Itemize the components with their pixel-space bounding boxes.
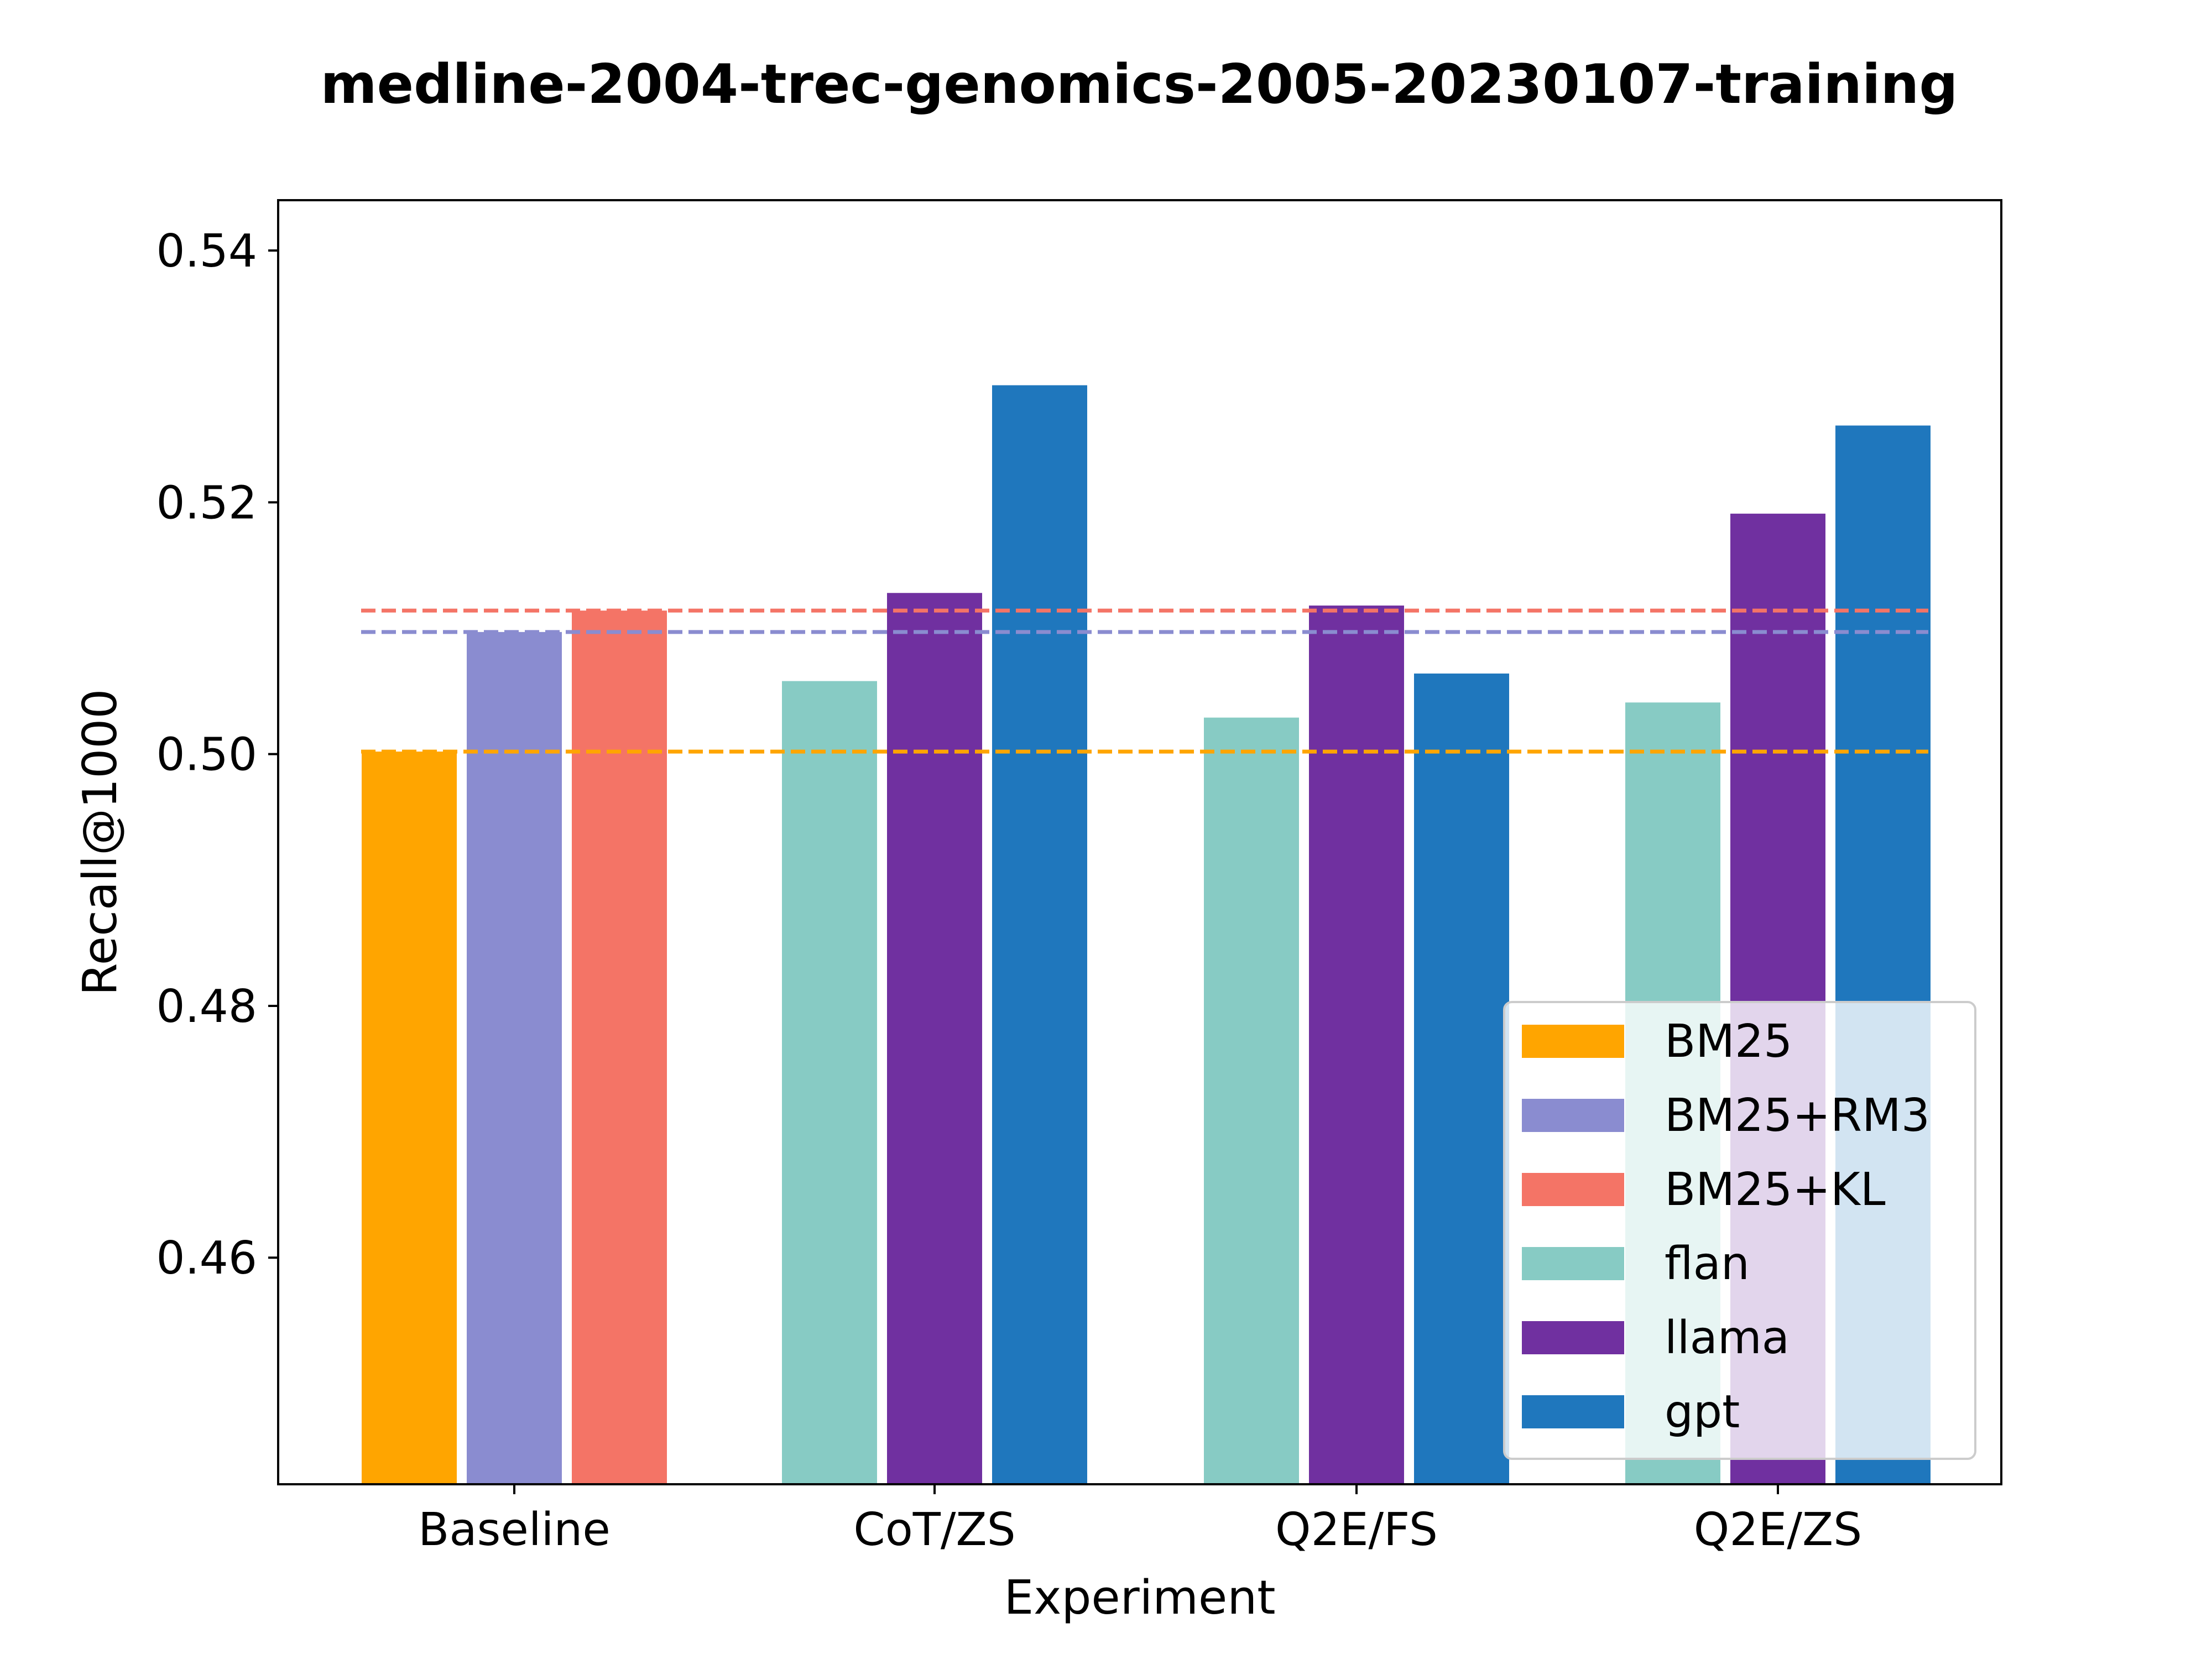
legend-swatch-bm25 xyxy=(1522,1025,1624,1058)
chart-title: medline-2004-trec-genomics-2005-20230107… xyxy=(321,53,1958,116)
x-tick-label: Q2E/ZS xyxy=(1694,1504,1862,1556)
y-axis: 0.46 0.48 0.50 0.52 0.54 xyxy=(156,225,278,1285)
x-axis: Baseline CoT/ZS Q2E/FS Q2E/ZS xyxy=(418,1484,1862,1556)
bar-baseline-bm25 xyxy=(362,752,457,1484)
bar-cot-zs-gpt xyxy=(992,385,1087,1485)
x-tick-label: Baseline xyxy=(418,1504,611,1556)
legend: BM25 BM25+RM3 BM25+KL flan llama gpt xyxy=(1503,1001,1976,1460)
x-tick-label: CoT/ZS xyxy=(853,1504,1015,1556)
legend-label-bm25-rm3: BM25+RM3 xyxy=(1665,1089,1930,1142)
legend-swatch-flan xyxy=(1522,1247,1624,1280)
legend-swatch-gpt xyxy=(1522,1395,1624,1428)
y-tick-label: 0.52 xyxy=(156,477,257,529)
y-tick-label: 0.50 xyxy=(156,729,257,781)
plot-frame xyxy=(277,199,2002,1485)
bar-baseline-bm25-kl xyxy=(572,611,667,1484)
x-tick-label: Q2E/FS xyxy=(1275,1504,1438,1556)
bar-cot-zs-flan xyxy=(782,681,877,1484)
bar-q2e-fs-llama xyxy=(1309,606,1404,1484)
bar-baseline-bm25-rm3 xyxy=(467,632,562,1484)
y-axis-label: Recall@1000 xyxy=(73,689,128,996)
x-axis-label: Experiment xyxy=(1004,1571,1275,1625)
legend-swatch-llama xyxy=(1522,1321,1624,1354)
bar-q2e-fs-gpt xyxy=(1414,673,1509,1484)
legend-swatch-bm25-rm3 xyxy=(1522,1099,1624,1132)
legend-label-llama: llama xyxy=(1665,1312,1790,1364)
legend-label-flan: flan xyxy=(1665,1238,1750,1290)
bar-q2e-fs-flan xyxy=(1204,717,1299,1484)
legend-label-gpt: gpt xyxy=(1665,1386,1740,1438)
y-tick-label: 0.46 xyxy=(156,1232,257,1285)
legend-label-bm25: BM25 xyxy=(1665,1015,1792,1068)
y-tick-label: 0.48 xyxy=(156,980,257,1033)
legend-label-bm25-kl: BM25+KL xyxy=(1665,1164,1886,1216)
reference-lines-layer xyxy=(361,608,1928,754)
bar-cot-zs-llama xyxy=(887,593,982,1484)
legend-swatch-bm25-kl xyxy=(1522,1173,1624,1206)
y-tick-label: 0.54 xyxy=(156,225,257,278)
